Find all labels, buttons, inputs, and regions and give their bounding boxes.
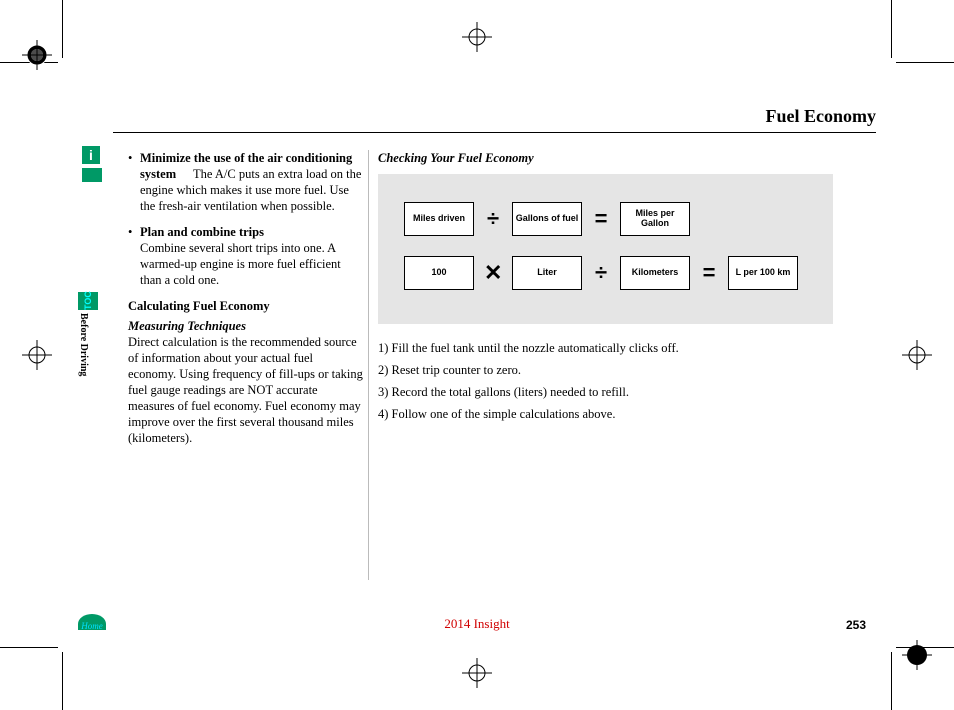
page-content: Fuel Economy i TOC Before Driving Home M…	[78, 78, 876, 632]
cell-100: 100	[404, 256, 474, 290]
heading-checking: Checking Your Fuel Economy	[378, 150, 858, 166]
cell-lper100: L per 100 km	[728, 256, 798, 290]
step-2: 2) Reset trip counter to zero.	[378, 362, 858, 378]
cell-liter: Liter	[512, 256, 582, 290]
registration-mark	[22, 40, 52, 70]
left-column: Minimize the use of the air conditioning…	[128, 150, 363, 446]
registration-mark	[462, 658, 492, 688]
cell-km: Kilometers	[620, 256, 690, 290]
step-3: 3) Record the total gallons (liters) nee…	[378, 384, 858, 400]
registration-mark	[902, 340, 932, 370]
cell-mpg: Miles per Gallon	[620, 202, 690, 236]
tip-ac: Minimize the use of the air conditioning…	[128, 150, 363, 214]
op-equals: =	[700, 260, 718, 286]
footer-model: 2014 Insight	[78, 616, 876, 632]
formula-row-lper100: 100 ✕ Liter ÷ Kilometers = L per 100 km	[404, 256, 807, 290]
car-icon[interactable]	[82, 168, 102, 182]
page-title: Fuel Economy	[766, 106, 877, 127]
formula-row-mpg: Miles driven ÷ Gallons of fuel = Miles p…	[404, 202, 807, 236]
right-column: Checking Your Fuel Economy Miles driven …	[378, 150, 858, 428]
section-tab: Before Driving	[78, 313, 89, 376]
info-icon[interactable]: i	[82, 146, 100, 164]
formula-box: Miles driven ÷ Gallons of fuel = Miles p…	[378, 174, 833, 324]
toc-tab[interactable]: TOC	[78, 292, 98, 310]
steps-list: 1) Fill the fuel tank until the nozzle a…	[378, 340, 858, 422]
cell-gallons: Gallons of fuel	[512, 202, 582, 236]
op-equals: =	[592, 206, 610, 232]
op-divide: ÷	[484, 206, 502, 232]
op-divide: ÷	[592, 260, 610, 286]
tip-trips: Plan and combine trips Combine several sh…	[128, 224, 363, 288]
measuring-body: Direct calculation is the recommended so…	[128, 334, 363, 446]
tip-trips-title: Plan and combine trips	[140, 225, 264, 239]
step-1: 1) Fill the fuel tank until the nozzle a…	[378, 340, 858, 356]
heading-calculating: Calculating Fuel Economy	[128, 298, 363, 314]
step-4: 4) Follow one of the simple calculations…	[378, 406, 858, 422]
column-divider	[368, 150, 369, 580]
registration-mark	[22, 340, 52, 370]
registration-mark	[462, 22, 492, 52]
op-multiply: ✕	[484, 260, 502, 286]
cell-miles: Miles driven	[404, 202, 474, 236]
footer-page-number: 253	[846, 618, 866, 632]
tip-trips-body: Combine several short trips into one. A …	[140, 241, 341, 287]
title-rule	[113, 132, 876, 133]
heading-measuring: Measuring Techniques	[128, 318, 363, 334]
registration-mark	[902, 640, 932, 670]
